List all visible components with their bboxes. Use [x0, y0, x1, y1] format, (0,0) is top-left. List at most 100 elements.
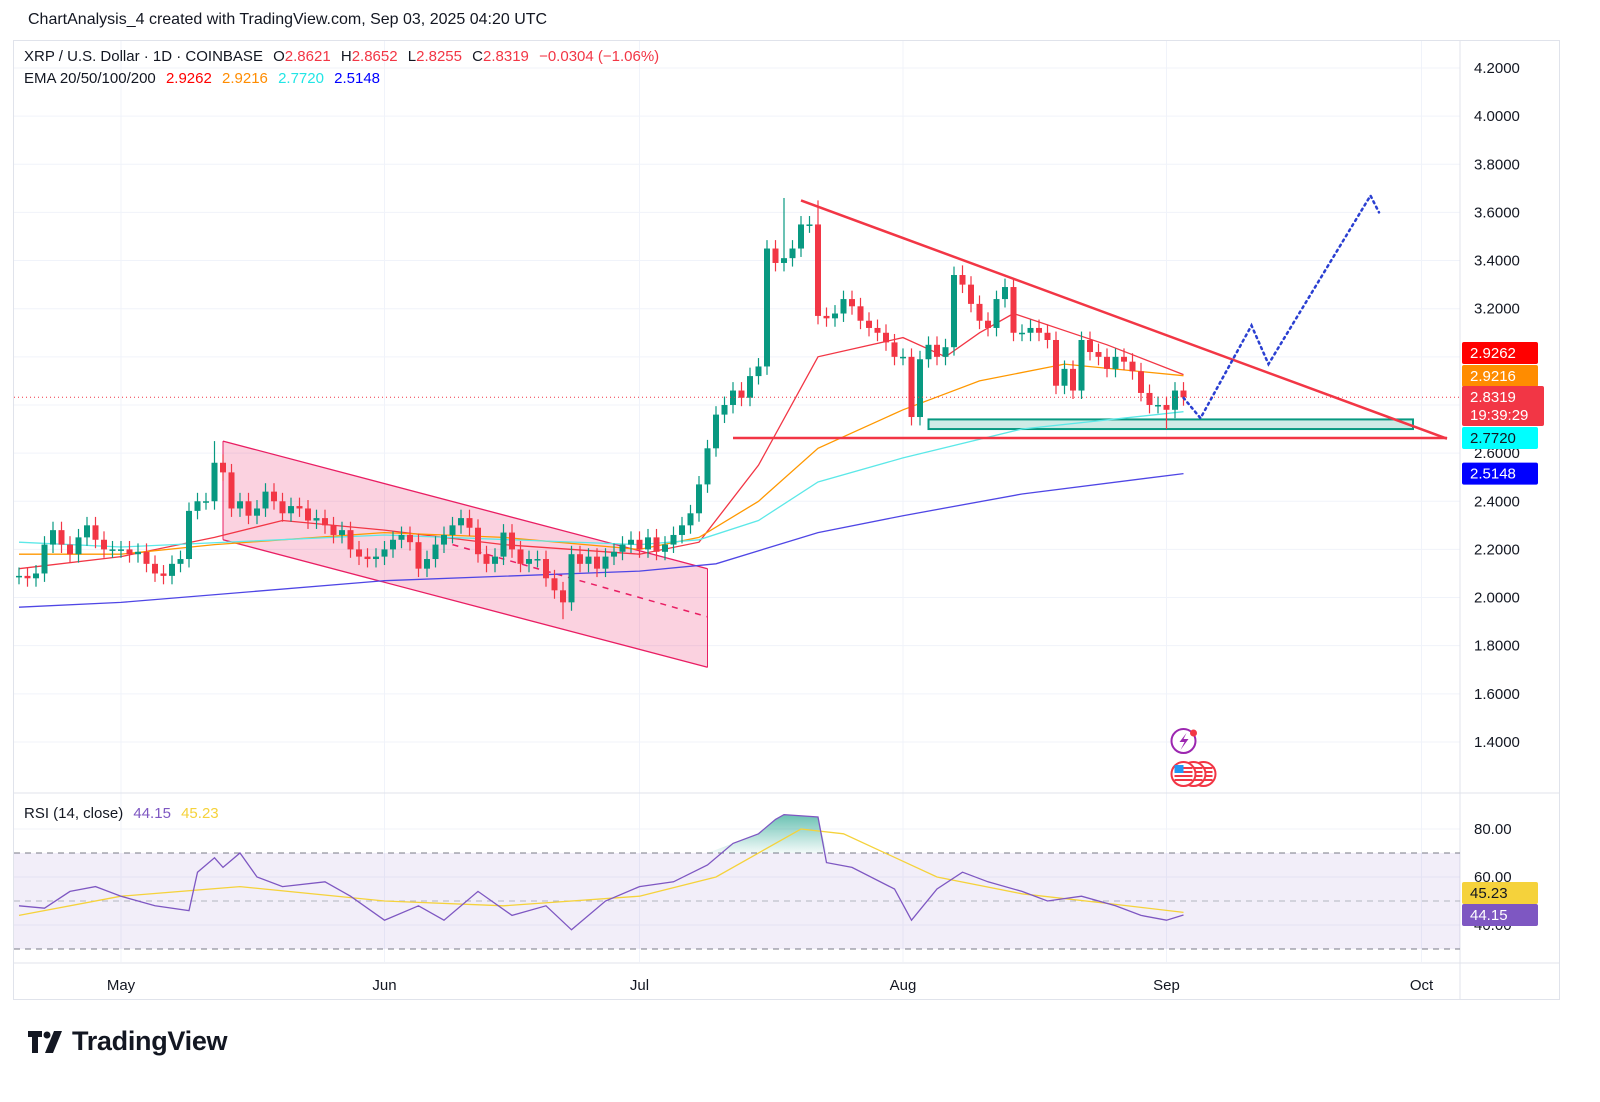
candle — [1061, 360, 1068, 395]
candle-body — [534, 559, 541, 561]
rsi-pane — [14, 813, 1460, 950]
ema50-line — [19, 363, 1184, 555]
candle — [373, 548, 379, 568]
price-axis-tick: 4.2000 — [1474, 60, 1520, 77]
rsi-value-label: 44.15 — [1462, 904, 1538, 926]
candle-body — [917, 359, 923, 418]
rsi-ma-label-text: 45.23 — [1470, 885, 1508, 902]
tradingview-logo[interactable]: TradingView — [28, 1026, 228, 1057]
candle-body — [330, 525, 337, 535]
candle-body — [679, 525, 685, 535]
candle-body — [254, 508, 260, 516]
candle-body — [279, 501, 286, 514]
candle — [390, 531, 396, 558]
candle-body — [764, 248, 770, 367]
candle-body — [1019, 332, 1025, 335]
descending-channel-fill — [223, 441, 708, 668]
candle-body — [126, 549, 133, 555]
candle-body — [772, 248, 779, 263]
candle — [934, 336, 940, 366]
candle — [840, 290, 847, 322]
main-pane — [14, 193, 1460, 668]
candle — [534, 550, 541, 568]
candle-body — [296, 506, 303, 509]
candle-body — [24, 575, 31, 579]
candle-body — [500, 532, 507, 557]
candle-body — [577, 554, 583, 564]
channel-upper-line — [222, 440, 708, 570]
ema100-price-label-bg — [1462, 427, 1538, 449]
ema20-line — [18, 312, 1184, 570]
candle — [738, 382, 745, 407]
candle-body — [432, 544, 439, 560]
candle — [543, 550, 549, 587]
candle-body — [1095, 352, 1102, 357]
candle — [75, 528, 82, 563]
candle — [458, 509, 464, 534]
candle-body — [993, 299, 1000, 328]
candle — [364, 548, 371, 568]
rsi-legend: RSI (14, close) 44.15 45.23 — [24, 805, 225, 822]
candle-body — [840, 299, 847, 314]
candle-body — [968, 284, 974, 304]
channel-midline-dashed — [452, 543, 708, 618]
candle-body — [271, 491, 277, 502]
candle — [551, 569, 558, 599]
candle — [874, 319, 881, 342]
time-axis-tick: Aug — [890, 977, 917, 994]
candle-body — [857, 306, 864, 321]
candle — [313, 509, 320, 529]
candle-body — [959, 275, 966, 285]
support-zone-rect — [927, 418, 1414, 431]
candle — [1121, 348, 1127, 371]
low-value: 2.8255 — [416, 48, 462, 65]
candle-body — [653, 537, 660, 552]
time-axis-tick: May — [107, 977, 136, 994]
candle — [1104, 348, 1110, 378]
candle-body — [985, 320, 991, 328]
candle-body — [228, 472, 235, 509]
candle — [568, 545, 575, 611]
symbol-title[interactable]: XRP / U.S. Dollar · 1D · COINBASE — [24, 48, 263, 65]
candle-body — [1078, 339, 1085, 391]
candle — [509, 524, 515, 558]
candle — [288, 497, 294, 522]
candle-body — [1070, 368, 1076, 391]
candle — [1163, 396, 1170, 430]
candle — [262, 483, 269, 517]
lightning-event-icon[interactable] — [1170, 728, 1198, 754]
candle — [653, 528, 660, 561]
candle-body — [662, 544, 668, 552]
us-flag-economic-event-icon[interactable] — [1170, 761, 1217, 787]
candle — [1070, 360, 1076, 399]
high-value: 2.8652 — [351, 48, 398, 65]
candle — [806, 216, 813, 233]
candle — [305, 500, 311, 529]
ema-title[interactable]: EMA 20/50/100/200 — [24, 70, 156, 87]
candle — [832, 305, 838, 327]
candle-body — [177, 559, 184, 564]
candle — [330, 516, 337, 544]
candle — [526, 550, 532, 573]
open-label: O — [273, 48, 285, 65]
candle — [500, 524, 507, 566]
candle-body — [798, 224, 804, 249]
candle — [432, 536, 439, 568]
rsi-line — [18, 813, 1184, 931]
candle — [798, 216, 804, 257]
candle — [628, 531, 634, 554]
candle-body — [883, 332, 889, 343]
candle — [135, 543, 141, 563]
candle — [704, 439, 711, 493]
time-axis-tick: Jul — [630, 977, 649, 994]
candle — [670, 526, 677, 554]
candle-body — [1002, 287, 1008, 300]
candle — [279, 492, 286, 522]
candle-body — [160, 573, 167, 576]
rsi-title[interactable]: RSI (14, close) — [24, 805, 124, 822]
last-price-label-text: 2.8319 — [1470, 389, 1516, 406]
candle — [1129, 353, 1136, 380]
candle — [747, 367, 753, 407]
close-value: 2.8319 — [483, 48, 529, 65]
